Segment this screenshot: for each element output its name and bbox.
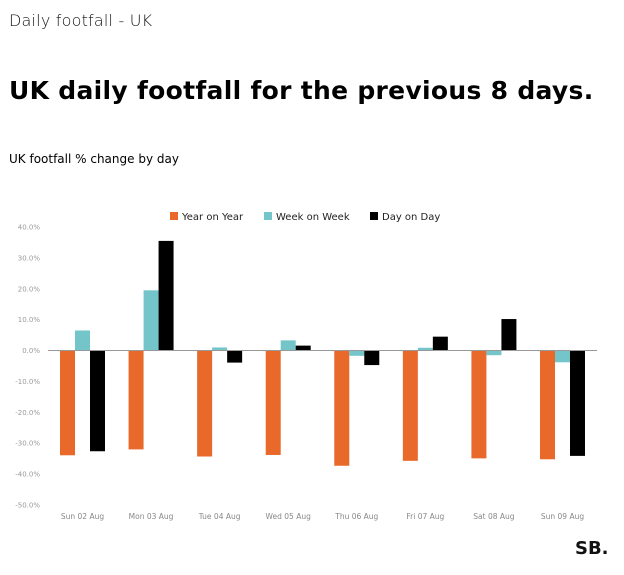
y-tick-label: -30.0% — [15, 440, 40, 448]
bar-week-on-week — [280, 340, 296, 351]
bar-week-on-week — [486, 350, 502, 356]
y-tick-label: -10.0% — [15, 378, 40, 386]
bar-year-on-year — [128, 350, 144, 450]
legend-swatch — [370, 212, 378, 220]
x-tick-label: Wed 05 Aug — [266, 512, 312, 521]
legend-swatch — [264, 212, 272, 220]
x-tick-label: Sun 09 Aug — [541, 512, 584, 521]
bar-week-on-week — [554, 350, 570, 363]
x-tick-label: Thu 06 Aug — [334, 512, 378, 521]
bar-day-on-day — [501, 319, 517, 351]
bar-week-on-week — [143, 290, 159, 351]
bar-day-on-day — [364, 350, 380, 366]
bar-week-on-week — [349, 350, 365, 356]
x-tick-label: Sat 08 Aug — [473, 512, 514, 521]
legend-swatch — [170, 212, 178, 220]
y-tick-label: 30.0% — [18, 254, 41, 262]
bar-day-on-day — [158, 240, 174, 351]
x-tick-label: Tue 04 Aug — [198, 512, 241, 521]
bar-year-on-year — [471, 350, 487, 459]
bar-year-on-year — [265, 350, 281, 455]
bar-day-on-day — [90, 350, 105, 452]
bar-week-on-week — [417, 347, 433, 351]
bar-year-on-year — [402, 350, 418, 461]
bar-year-on-year — [539, 350, 555, 460]
bar-year-on-year — [60, 350, 75, 456]
bar-day-on-day — [295, 345, 311, 351]
legend-label: Year on Year — [181, 212, 244, 223]
y-tick-label: -50.0% — [15, 502, 40, 510]
y-tick-label: -40.0% — [15, 471, 40, 479]
y-tick-label: 10.0% — [18, 316, 41, 324]
bar-day-on-day — [432, 336, 448, 351]
page-headline: UK daily footfall for the previous 8 day… — [9, 76, 594, 105]
page-kicker: Daily footfall - UK — [9, 11, 153, 30]
legend-label: Week on Week — [276, 212, 350, 223]
legend-label: Day on Day — [382, 212, 440, 223]
chart-title: UK footfall % change by day — [9, 152, 179, 166]
bar-day-on-day — [227, 350, 243, 363]
x-tick-label: Fri 07 Aug — [406, 512, 444, 521]
logo: SB. — [575, 538, 609, 559]
y-tick-label: 40.0% — [18, 224, 41, 232]
bar-year-on-year — [197, 350, 213, 457]
bar-day-on-day — [569, 350, 585, 456]
x-tick-label: Mon 03 Aug — [129, 512, 174, 521]
x-tick-label: Sun 02 Aug — [61, 512, 104, 521]
y-tick-label: 0.0% — [22, 347, 40, 355]
bar-week-on-week — [75, 330, 90, 351]
bar-week-on-week — [212, 347, 228, 351]
y-tick-label: -20.0% — [15, 409, 40, 417]
bar-year-on-year — [334, 350, 350, 466]
y-tick-label: 20.0% — [18, 285, 41, 293]
